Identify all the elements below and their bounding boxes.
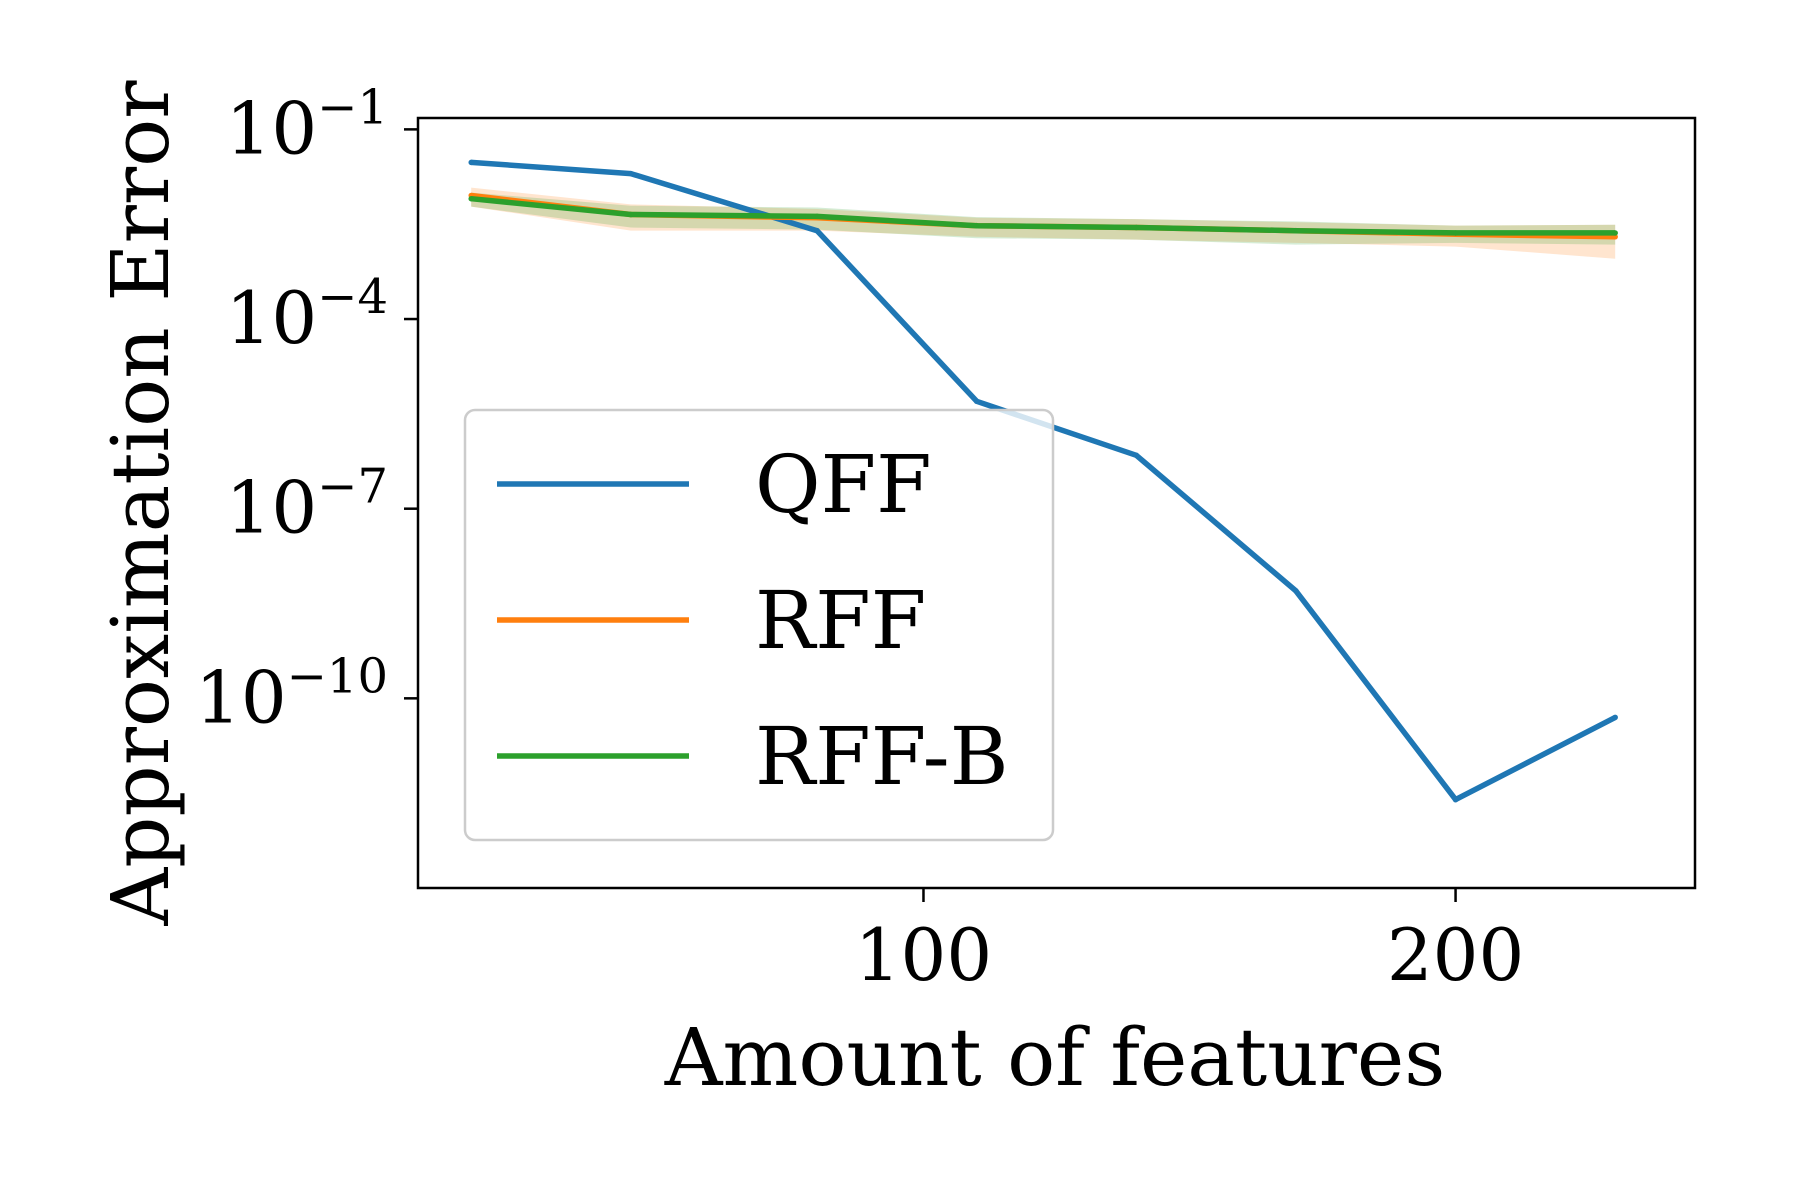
x-tick-label-100: 100: [855, 913, 992, 997]
data-point-rff-b-4: [1133, 224, 1140, 231]
y-axis: 10−1 10−4 10−7 10−10: [195, 79, 418, 739]
data-point-qff-2: [814, 227, 820, 234]
legend-label-rff: RFF: [755, 574, 926, 667]
plot-frame: [416, 116, 1697, 890]
x-axis-title: Amount of features: [664, 1011, 1446, 1104]
data-point-qff-6: [1452, 796, 1459, 803]
legend-items: QFF RFF RFF-B: [497, 438, 1008, 803]
data-point-qff-3: [973, 398, 980, 405]
data-point-rff-b-5: [1293, 227, 1299, 234]
data-point-qff-1: [628, 170, 634, 177]
band-rff: [471, 187, 1616, 259]
legend: QFF RFF RFF-B: [463, 408, 1055, 842]
legend-box: [463, 408, 1055, 842]
data-point-rff-b-0: [468, 195, 474, 202]
series-line-rff-b: [470, 195, 1616, 236]
data-point-rff-b-3: [973, 222, 980, 229]
y-tick-label-m1: 10−1: [226, 79, 388, 170]
legend-label-rff-b: RFF-B: [755, 710, 1008, 803]
data-point-qff-5: [1293, 588, 1299, 594]
data-point-qff-4: [1133, 452, 1140, 459]
legend-label-qff: QFF: [755, 438, 932, 531]
data-point-rff-b-2: [814, 213, 820, 220]
x-tick-label-200: 200: [1387, 913, 1524, 997]
y-tick-label-m4: 10−4: [226, 269, 388, 360]
data-point-rff-b-1: [628, 211, 634, 218]
data-point-qff-0: [468, 159, 474, 166]
series-lines: [468, 159, 1618, 803]
series-line-qff: [471, 159, 1617, 803]
y-tick-label-m10: 10−10: [195, 648, 388, 739]
y-tick-label-m7: 10−7: [226, 459, 388, 550]
data-point-rff-b-7: [1612, 230, 1618, 236]
y-axis-title: Approximation Error: [94, 80, 187, 927]
x-axis: 100 200: [855, 888, 1524, 997]
data-point-rff-b-6: [1452, 230, 1459, 236]
data-point-qff-7: [1612, 714, 1618, 721]
